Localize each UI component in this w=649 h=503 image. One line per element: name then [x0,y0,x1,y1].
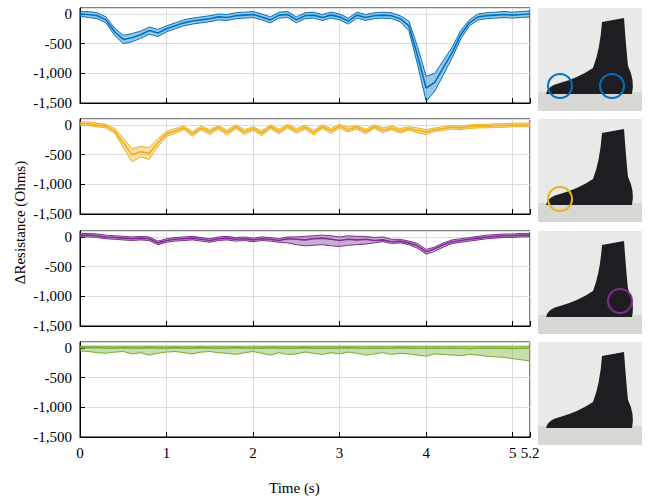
svg-text:0: 0 [65,6,73,22]
svg-text:5: 5 [509,445,517,461]
svg-text:5.2: 5.2 [521,445,540,461]
svg-text:-1,500: -1,500 [33,206,72,222]
svg-text:-1,500: -1,500 [33,318,72,334]
svg-text:ΔResistance (Ohms): ΔResistance (Ohms) [12,161,29,284]
svg-text:Time (s): Time (s) [269,480,320,497]
svg-text:-500: -500 [45,36,73,52]
svg-text:1: 1 [163,445,171,461]
svg-text:0: 0 [65,229,73,245]
svg-text:0: 0 [65,117,73,133]
svg-text:-500: -500 [45,259,73,275]
svg-text:0: 0 [65,340,73,356]
svg-text:-1,000: -1,000 [33,288,72,304]
svg-text:2: 2 [249,445,257,461]
svg-text:-1,500: -1,500 [33,429,72,445]
svg-text:-1,500: -1,500 [33,95,72,111]
svg-text:0: 0 [76,445,84,461]
svg-text:-1,000: -1,000 [33,65,72,81]
svg-text:-1,000: -1,000 [33,176,72,192]
svg-text:-500: -500 [45,370,73,386]
svg-text:-500: -500 [45,147,73,163]
svg-text:-1,000: -1,000 [33,399,72,415]
svg-text:4: 4 [422,445,430,461]
svg-text:3: 3 [336,445,344,461]
